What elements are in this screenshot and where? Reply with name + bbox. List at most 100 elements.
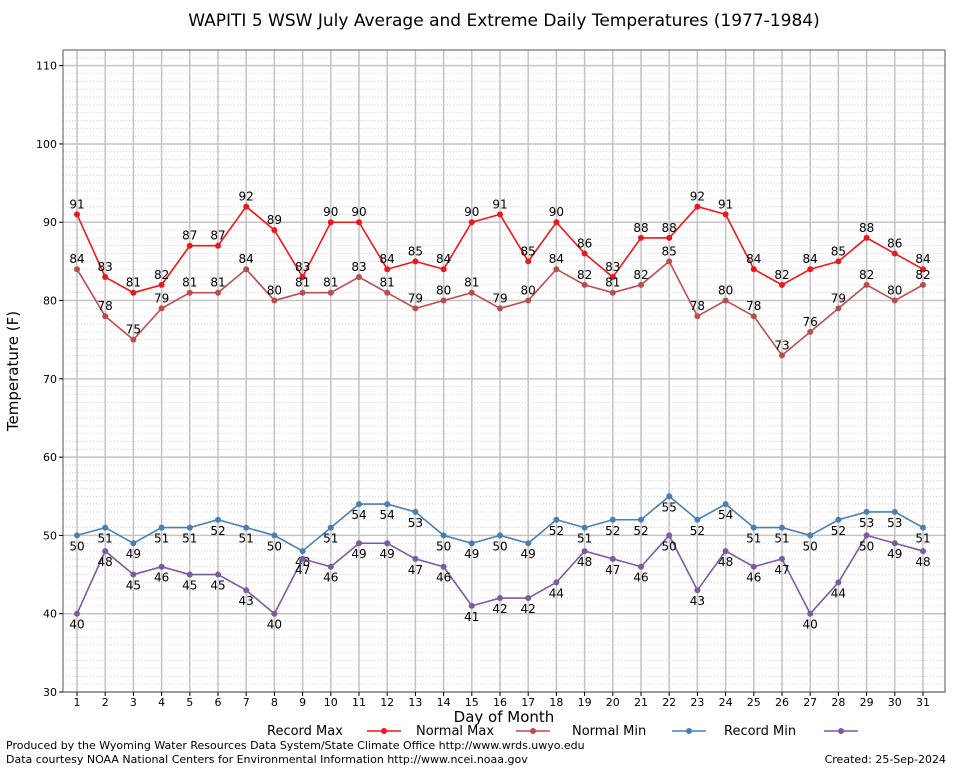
legend-label: Normal Min bbox=[572, 724, 646, 739]
normal-max-data-label: 80 bbox=[887, 284, 902, 298]
normal-max-point bbox=[327, 289, 334, 296]
record-min-point bbox=[863, 532, 870, 539]
record-min-point bbox=[271, 610, 278, 617]
record-max-data-label: 84 bbox=[803, 252, 818, 266]
x-tick-label: 3 bbox=[130, 696, 137, 709]
x-tick-label: 16 bbox=[493, 696, 507, 709]
record-max-data-label: 92 bbox=[690, 190, 705, 204]
record-max-data-label: 90 bbox=[323, 205, 338, 219]
x-tick-label: 10 bbox=[324, 696, 338, 709]
record-min-point bbox=[920, 548, 926, 555]
record-min-point bbox=[722, 548, 729, 555]
x-tick-label: 15 bbox=[465, 696, 479, 709]
x-tick-label: 22 bbox=[662, 696, 676, 709]
normal-max-data-label: 79 bbox=[492, 291, 507, 305]
record-max-point bbox=[384, 266, 391, 273]
x-tick-label: 27 bbox=[803, 696, 817, 709]
record-max-point bbox=[215, 242, 221, 249]
normal-min-data-label: 51 bbox=[239, 532, 254, 546]
normal-min-data-label: 51 bbox=[915, 532, 930, 546]
normal-min-point bbox=[609, 516, 616, 523]
normal-min-point bbox=[807, 532, 814, 539]
normal-max-data-label: 81 bbox=[380, 276, 395, 290]
record-max-data-label: 91 bbox=[492, 197, 507, 211]
normal-max-data-label: 81 bbox=[295, 276, 310, 290]
normal-max-data-label: 80 bbox=[521, 284, 536, 298]
normal-max-point bbox=[102, 313, 109, 320]
normal-min-data-label: 52 bbox=[633, 524, 648, 538]
record-max-point bbox=[327, 219, 334, 226]
x-tick-label: 11 bbox=[352, 696, 366, 709]
normal-max-data-label: 78 bbox=[690, 299, 705, 313]
y-tick-label: 60 bbox=[43, 451, 57, 464]
legend-label: Record Min bbox=[724, 724, 796, 739]
record-max-point bbox=[299, 274, 306, 281]
normal-min-point bbox=[863, 508, 870, 515]
record-min-data-label: 43 bbox=[690, 594, 705, 608]
normal-max-data-label: 81 bbox=[464, 276, 479, 290]
x-tick-label: 24 bbox=[719, 696, 733, 709]
normal-max-point bbox=[553, 266, 560, 273]
record-min-point bbox=[638, 563, 644, 570]
record-max-data-label: 85 bbox=[521, 244, 536, 258]
record-max-point bbox=[891, 250, 898, 257]
normal-max-data-label: 81 bbox=[182, 276, 197, 290]
normal-max-data-label: 79 bbox=[408, 291, 423, 305]
record-max-point bbox=[102, 274, 109, 281]
normal-max-data-label: 80 bbox=[267, 284, 282, 298]
normal-min-data-label: 50 bbox=[492, 539, 507, 553]
x-tick-label: 9 bbox=[299, 696, 306, 709]
record-min-point bbox=[750, 563, 757, 570]
normal-max-point bbox=[750, 313, 757, 320]
normal-max-data-label: 85 bbox=[662, 244, 677, 258]
normal-max-point bbox=[243, 266, 250, 273]
record-min-data-label: 42 bbox=[521, 602, 536, 616]
record-max-point bbox=[130, 289, 137, 296]
normal-max-point bbox=[863, 281, 870, 288]
normal-max-data-label: 79 bbox=[831, 291, 846, 305]
normal-min-point bbox=[497, 532, 503, 539]
x-tick-label: 14 bbox=[437, 696, 451, 709]
normal-max-data-label: 84 bbox=[69, 252, 84, 266]
legend-item-normal-max: Normal Max bbox=[416, 724, 550, 739]
record-max-point bbox=[609, 274, 616, 281]
record-max-point bbox=[553, 219, 560, 226]
normal-max-point bbox=[384, 289, 391, 296]
record-min-data-label: 48 bbox=[915, 555, 930, 569]
normal-min-point bbox=[779, 524, 785, 531]
normal-max-point bbox=[807, 328, 814, 335]
normal-max-point bbox=[609, 289, 616, 296]
record-min-data-label: 43 bbox=[239, 594, 254, 608]
normal-max-point bbox=[722, 297, 729, 304]
record-min-data-label: 49 bbox=[351, 547, 366, 561]
normal-min-point bbox=[327, 524, 334, 531]
record-min-data-label: 47 bbox=[774, 563, 789, 577]
record-min-data-label: 47 bbox=[408, 563, 423, 577]
x-tick-label: 5 bbox=[186, 696, 193, 709]
normal-min-point bbox=[468, 540, 475, 547]
normal-min-data-label: 54 bbox=[351, 508, 366, 522]
normal-min-point bbox=[553, 516, 560, 523]
x-tick-label: 18 bbox=[549, 696, 563, 709]
record-min-data-label: 45 bbox=[210, 579, 225, 593]
record-max-data-label: 90 bbox=[549, 205, 564, 219]
normal-min-point bbox=[384, 501, 391, 508]
x-tick-label: 2 bbox=[102, 696, 109, 709]
record-max-data-label: 85 bbox=[831, 244, 846, 258]
normal-max-point bbox=[525, 297, 532, 304]
normal-min-data-label: 51 bbox=[577, 532, 592, 546]
normal-max-point bbox=[581, 281, 588, 288]
normal-max-point bbox=[779, 352, 785, 359]
normal-min-point bbox=[186, 524, 193, 531]
normal-min-data-label: 53 bbox=[887, 516, 902, 530]
normal-max-point bbox=[440, 297, 447, 304]
x-tick-label: 23 bbox=[690, 696, 704, 709]
record-max-data-label: 83 bbox=[295, 260, 310, 274]
y-axis-label: Temperature (F) bbox=[4, 311, 22, 432]
record-min-series: 40 48 45 46 45 45 43 40 47 46 49 49 47 46 41 42 42 44 48 47… bbox=[69, 532, 931, 632]
record-max-point bbox=[863, 234, 870, 241]
x-tick-label: 29 bbox=[860, 696, 874, 709]
legend-marker bbox=[530, 728, 536, 734]
normal-min-point bbox=[215, 516, 221, 523]
